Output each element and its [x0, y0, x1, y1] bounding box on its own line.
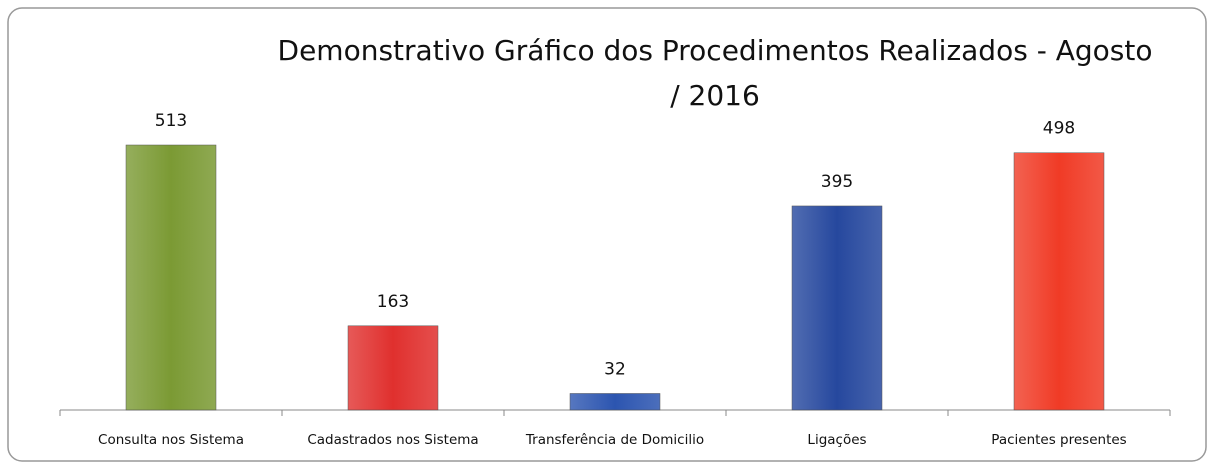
chart-title: Demonstrativo Gráfico dos Procedimentos …	[277, 34, 1153, 112]
data-label: 32	[604, 359, 626, 379]
x-tick-label: Consulta nos Sistema	[98, 432, 244, 448]
x-tick-label: Ligações	[807, 432, 866, 448]
bar	[791, 205, 883, 411]
data-label: 163	[377, 292, 409, 312]
bar	[1013, 152, 1105, 411]
bar	[569, 393, 661, 411]
data-label: 498	[1043, 119, 1075, 139]
x-tick-label: Pacientes presentes	[991, 432, 1126, 448]
chart-frame	[7, 7, 1207, 462]
bar	[125, 144, 217, 411]
data-label: 395	[821, 172, 853, 192]
x-tick-label: Cadastrados nos Sistema	[307, 432, 478, 448]
x-tick-label: Transferência de Domicilio	[525, 432, 704, 448]
bar	[347, 325, 439, 411]
data-label: 513	[155, 111, 187, 131]
